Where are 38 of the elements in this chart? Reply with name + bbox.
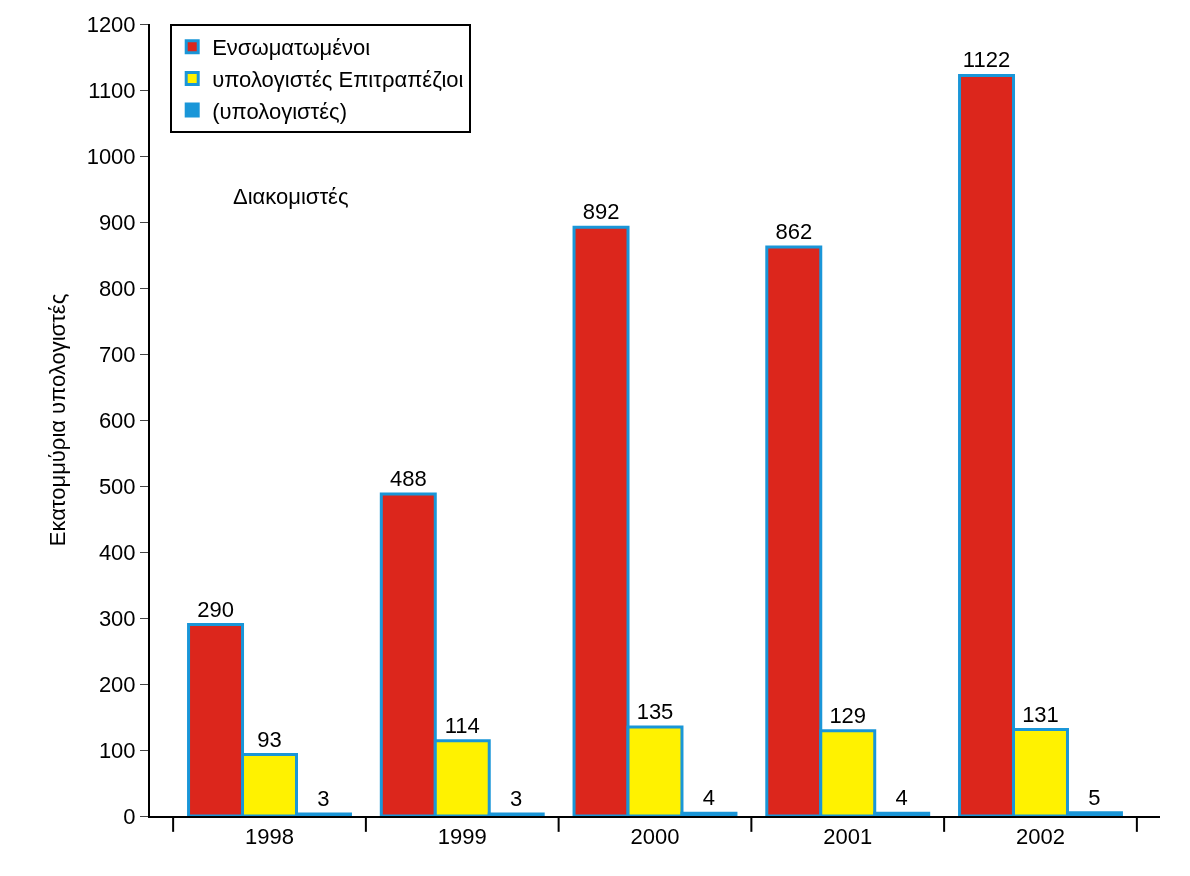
y-tick-label: 500 — [98, 473, 136, 499]
y-tick-label: 1200 — [86, 11, 136, 37]
data-label: 131 — [1022, 701, 1059, 727]
data-label: 290 — [197, 596, 234, 622]
legend-label: Ενσωματωμένοι — [212, 35, 371, 61]
legend-label: (υπολογιστές) — [212, 98, 348, 124]
data-label: 4 — [702, 785, 716, 811]
x-tick-label: 1998 — [245, 824, 294, 850]
x-tick-label: 2001 — [823, 824, 873, 850]
x-tick-label: 1999 — [437, 824, 487, 850]
y-tick-label: 900 — [98, 209, 136, 235]
data-label: 129 — [829, 702, 867, 728]
x-tick-label: 2000 — [630, 824, 680, 850]
y-tick-label: 700 — [98, 341, 136, 367]
data-label: 3 — [510, 786, 523, 812]
legend-label: υπολογιστές Επιτραπέζιοι — [212, 66, 464, 92]
y-tick-label: 800 — [98, 275, 136, 301]
y-tick-label: 600 — [98, 407, 136, 433]
y-tick-label: 100 — [98, 737, 136, 763]
data-label: 93 — [257, 726, 282, 752]
y-tick-label: 300 — [98, 605, 136, 631]
data-label: 862 — [775, 219, 813, 245]
annotation: Διακομιστές — [233, 184, 349, 209]
data-label: 114 — [444, 712, 480, 738]
data-label: 1122 — [962, 47, 1011, 73]
data-label: 135 — [636, 698, 674, 724]
x-tick-label: 2002 — [1016, 824, 1065, 850]
y-axis-title: Εκατομμύρια υπολογιστές — [44, 293, 70, 547]
y-tick-label: 200 — [98, 671, 136, 697]
y-tick-label: 1100 — [88, 77, 136, 103]
y-tick-label: 400 — [98, 539, 136, 565]
y-tick-label: 0 — [123, 803, 136, 829]
data-label: 5 — [1088, 784, 1101, 810]
y-tick-label: 1000 — [86, 143, 136, 169]
data-label: 3 — [317, 786, 330, 812]
data-label: 892 — [582, 199, 620, 225]
data-label: 4 — [895, 785, 908, 811]
data-label: 488 — [389, 465, 427, 491]
